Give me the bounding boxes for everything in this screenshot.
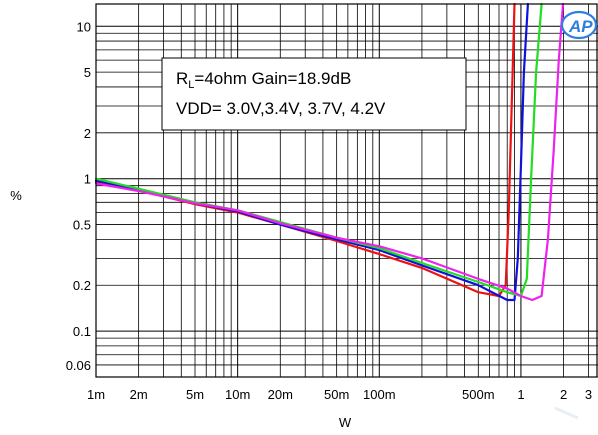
- watermark-mark: [554, 406, 579, 420]
- x-tick-label: 50m: [324, 387, 349, 402]
- series-layer: [94, 2, 565, 302]
- x-tick-label: 1m: [87, 387, 105, 402]
- y-tick-label: 5: [84, 65, 91, 80]
- x-tick-label: 500m: [462, 387, 495, 402]
- y-tick-label: 10: [77, 19, 91, 34]
- y-tick-label: 0.06: [66, 358, 91, 373]
- annotation-line2: VDD= 3.0V,3.4V, 3.7V, 4.2V: [176, 99, 386, 118]
- x-tick-label: 2m: [130, 387, 148, 402]
- annotation-subscript: L: [188, 79, 194, 91]
- x-tick-label: 2: [560, 387, 567, 402]
- annotation-box: RL=4ohm Gain=18.9dB VDD= 3.0V,3.4V, 3.7V…: [161, 57, 467, 131]
- y-axis-label: %: [10, 188, 22, 203]
- x-tick-label: 5m: [186, 387, 204, 402]
- ap-logo-text: AP: [568, 17, 593, 36]
- x-axis-label: W: [339, 415, 352, 430]
- series-line-4: [94, 2, 565, 302]
- y-tick-label: 2: [84, 126, 91, 141]
- series-line-3: [94, 2, 543, 298]
- y-tick-labels: 0.06 0.1 0.2 0.5 1 2 5 10: [66, 19, 91, 373]
- y-tick-label: 0.1: [73, 324, 91, 339]
- x-tick-label: 100m: [363, 387, 396, 402]
- x-tick-label: 20m: [268, 387, 293, 402]
- annotation-rest: =4ohm Gain=18.9dB: [194, 69, 351, 88]
- y-tick-label: 0.5: [73, 218, 91, 233]
- y-tick-label: 0.2: [73, 278, 91, 293]
- x-tick-labels: 1m 2m 5m 10m 20m 50m 100m 500m 1 2 3: [87, 387, 592, 402]
- y-tick-label: 1: [84, 172, 91, 187]
- x-tick-label: 3: [585, 387, 592, 402]
- x-tick-label: 10m: [225, 387, 250, 402]
- plot-frame: [95, 3, 598, 378]
- x-tick-label: 1: [517, 387, 524, 402]
- annotation-r: R: [176, 69, 188, 88]
- series-line-2: [94, 2, 529, 302]
- ap-logo: AP: [560, 10, 598, 40]
- annotation-line1: RL=4ohm Gain=18.9dB: [176, 69, 351, 91]
